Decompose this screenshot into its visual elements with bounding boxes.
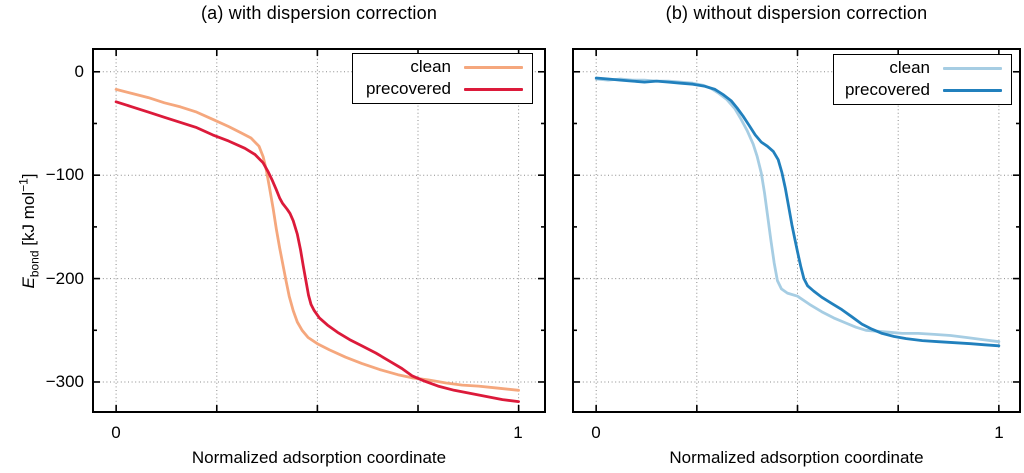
y-axis-unit-close: ] <box>19 173 39 179</box>
y-tick-label: 0 <box>74 62 84 81</box>
legend-entry-clean: clean <box>361 56 523 78</box>
panel-a-title: (a) with dispersion correction <box>200 3 438 23</box>
legend-line-sample <box>464 65 523 69</box>
panel-b-title: (b) without dispersion correction <box>665 3 928 23</box>
y-axis-unit-exponent: −1 <box>16 178 31 192</box>
y-tick-label: −200 <box>45 269 84 288</box>
legend-entry-precovered: precovered <box>361 78 523 100</box>
legend-label: clean <box>410 57 451 76</box>
x-tick-label: 0 <box>591 423 601 442</box>
legend-entry-precovered: precovered <box>842 79 1002 101</box>
y-tick-label: −100 <box>45 165 84 184</box>
plot-area-a <box>92 48 546 413</box>
x-tick-label: 1 <box>994 423 1004 442</box>
y-axis-variable: E <box>19 277 39 289</box>
x-tick-label: 1 <box>513 423 523 442</box>
legend-line-sample <box>943 66 1002 70</box>
x-tick-label: 0 <box>111 423 121 442</box>
legend-label: precovered <box>844 80 930 99</box>
y-axis-subscript: bond <box>27 250 42 278</box>
x-axis-label-a: Normalized adsorption coordinate <box>191 448 447 467</box>
legend-label: precovered <box>365 79 451 98</box>
y-axis-unit: [kJ mol <box>19 191 39 251</box>
x-axis-label-b: Normalized adsorption coordinate <box>669 448 924 467</box>
legend-label: clean <box>889 58 930 77</box>
legend-line-sample <box>943 88 1002 92</box>
legend-panel-a: clean precovered <box>352 53 533 104</box>
legend-line-sample <box>464 87 523 91</box>
plot-area-b <box>572 48 1021 413</box>
y-tick-label: −300 <box>45 372 84 391</box>
legend-panel-b: clean precovered <box>833 54 1012 105</box>
legend-entry-clean: clean <box>842 57 1002 79</box>
